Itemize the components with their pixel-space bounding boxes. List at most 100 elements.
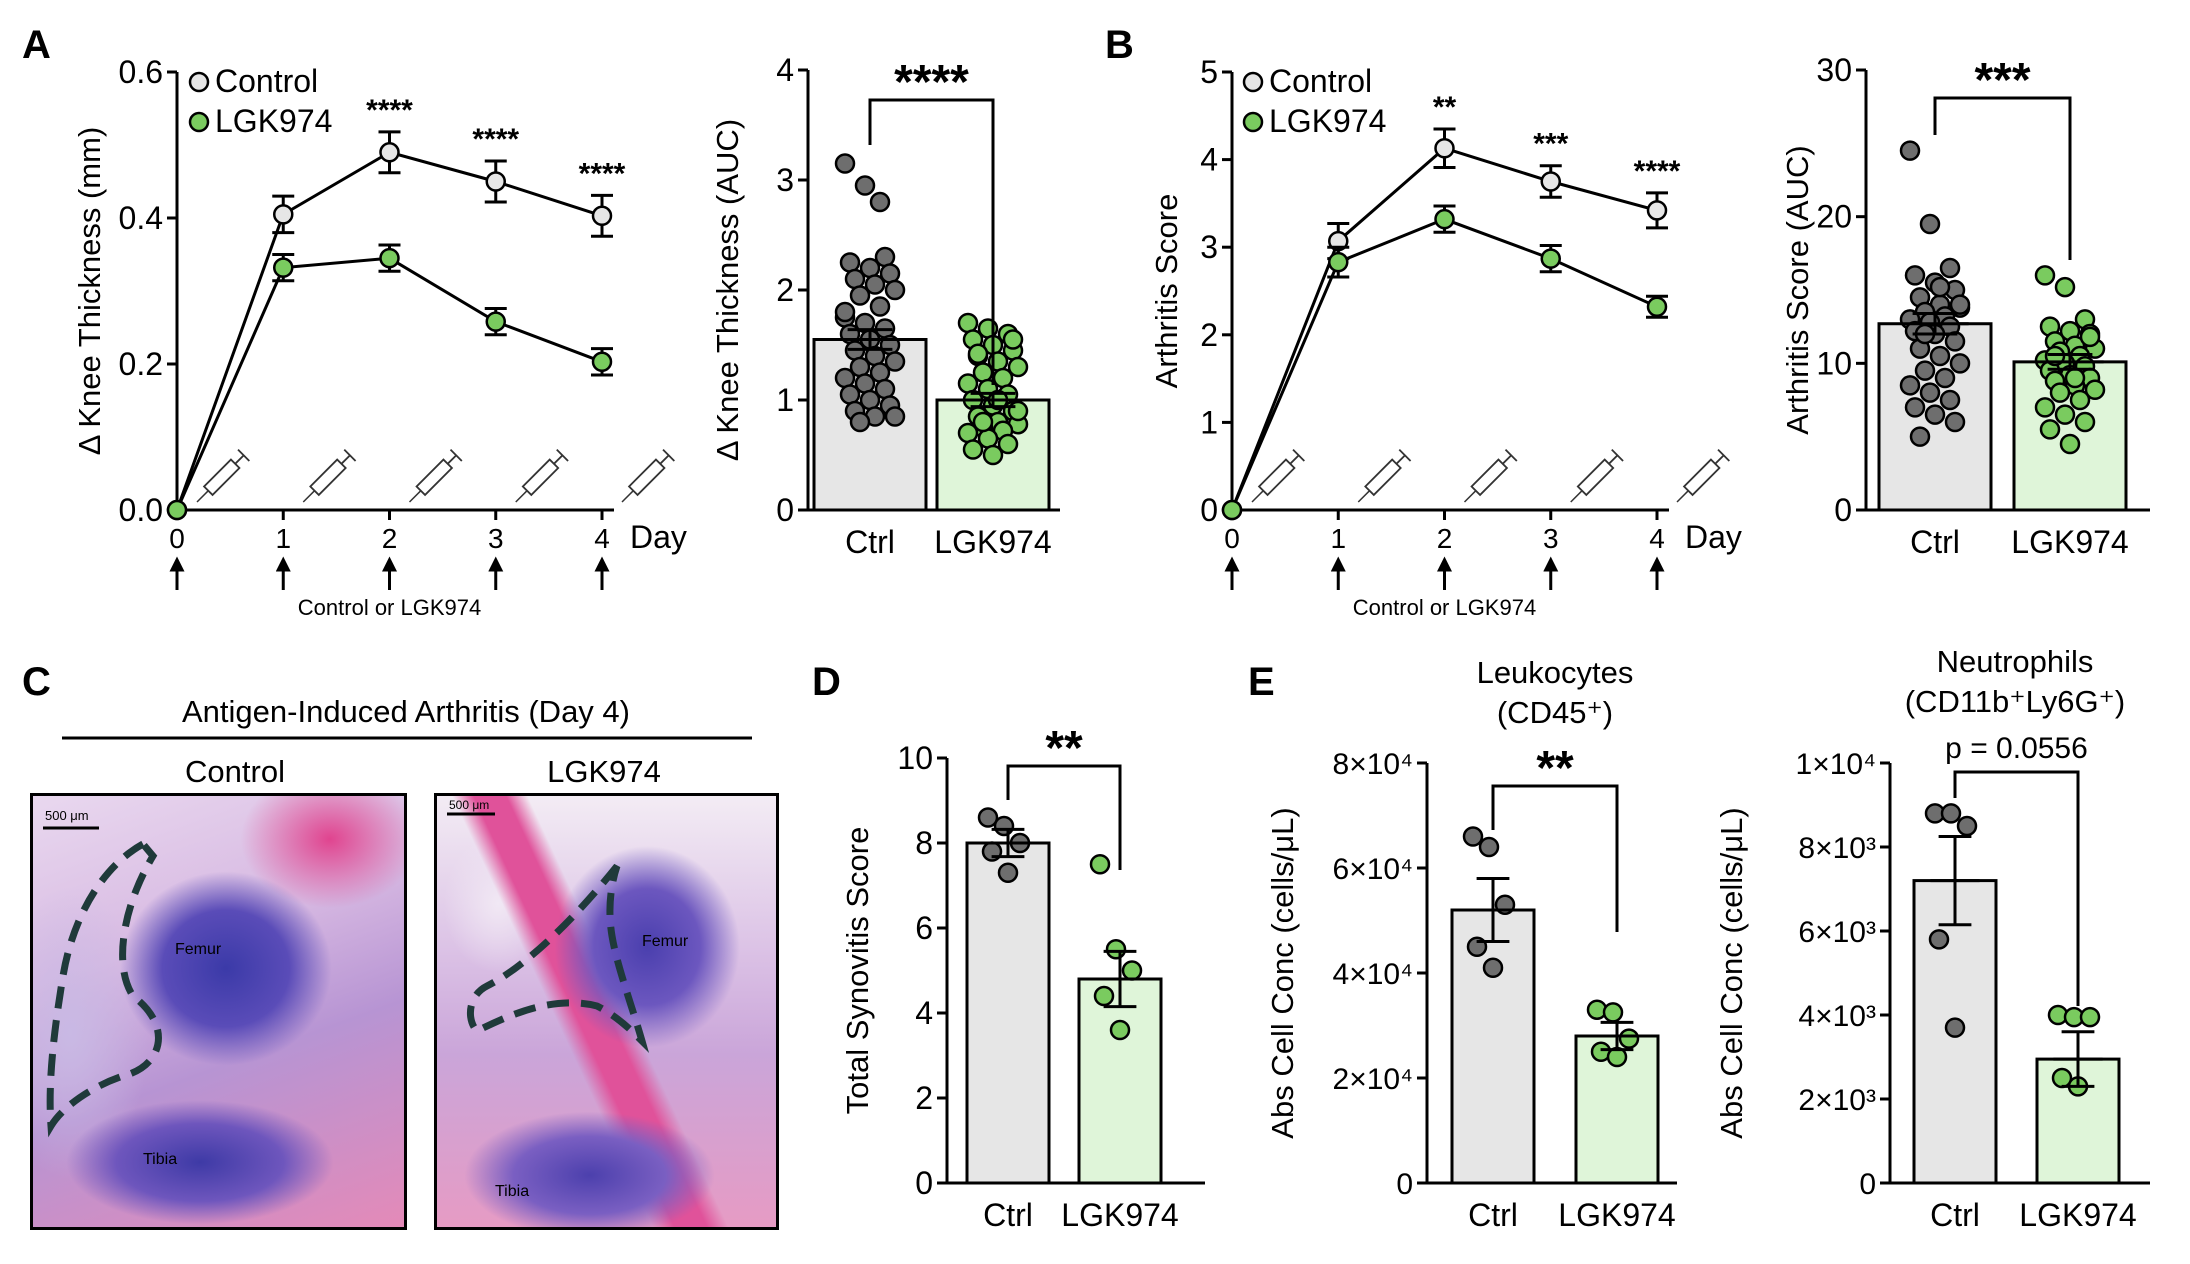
category-label: LGK974 [2011, 524, 2128, 560]
data-point [1899, 140, 1921, 161]
chart-a-line: 0.0 0.2 0.4 0.6 Δ Knee Thickness (mm) 0 1 2 3 4 Da… [72, 54, 687, 620]
significance-label: **** [579, 157, 626, 190]
data-point [1924, 404, 1946, 425]
syringe-handle [1398, 449, 1412, 462]
syringe-plunger [447, 454, 457, 465]
histology-title: Antigen-Induced Arthritis (Day 4) [182, 694, 630, 729]
data-point [884, 279, 906, 301]
chart-b-line: 0 1 2 3 4 5 Arthritis Score 0 1 2 3 4 Day Control or … [1149, 54, 1742, 620]
y-axis-label: Abs Cell Conc (cells/μL) [1265, 807, 1300, 1138]
syringe-plunger [1714, 454, 1725, 465]
data-point [1540, 248, 1561, 269]
syringe-handle [556, 449, 569, 462]
x-tick-label: 0 [169, 523, 185, 554]
y-tick-label: 0.4 [119, 200, 163, 236]
data-point [2049, 382, 2071, 403]
y-tick-label: 0.6 [119, 54, 163, 90]
y-axis-label: Arthritis Score [1149, 194, 1184, 389]
x-axis-label: Day [1685, 519, 1742, 555]
data-point [884, 406, 906, 427]
data-point [957, 312, 979, 334]
y-tick-label: 8 [915, 825, 933, 861]
y-tick-label: 10 [897, 740, 933, 776]
bar-ctrl [1450, 908, 1536, 1185]
syringe-needle [621, 490, 634, 503]
data-point [849, 285, 871, 306]
histology-lgk974-overlay: 500 μm Femur Tibia [447, 798, 689, 1200]
data-point [1434, 137, 1455, 159]
y-tick-label: 8×10⁴ [1333, 748, 1413, 781]
syringe-handle [237, 449, 250, 462]
data-point [1944, 331, 1966, 352]
x-tick-label: 4 [1649, 523, 1665, 554]
y-tick-label: 1×10⁴ [1796, 748, 1876, 781]
syringe-icon [196, 449, 250, 503]
data-point [2034, 397, 2056, 418]
data-point [1109, 1019, 1131, 1041]
data-point [1904, 397, 1926, 418]
syringe-icon [621, 449, 675, 503]
category-label: LGK974 [1061, 1197, 1178, 1233]
significance-bracket [868, 98, 995, 385]
bar-ctrl [965, 841, 1051, 1185]
data-point [273, 204, 294, 225]
histology-lgk974-image: 500 μm Femur Tibia [434, 793, 779, 1230]
data-point [1909, 426, 1931, 447]
chart-b-bar: 0 10 20 30 Arthritis Score (AUC) Ctrl LGK974 **… [1780, 52, 2150, 560]
data-point [2054, 276, 2076, 298]
data-point [869, 191, 891, 213]
data-point [1934, 367, 1956, 389]
y-axis-label: Arthritis Score (AUC) [1780, 145, 1815, 434]
y-tick-label: 1 [776, 382, 794, 418]
y-tick-label: 4 [915, 995, 933, 1031]
panel-label-d: D [812, 660, 841, 704]
data-point [2079, 326, 2101, 348]
data-point [485, 171, 506, 192]
data-point [957, 373, 979, 394]
data-point [839, 252, 861, 273]
syringe-icon [1357, 449, 1412, 503]
data-point [1919, 213, 1941, 235]
category-label: Ctrl [983, 1197, 1033, 1233]
data-point [1929, 345, 1951, 367]
data-point [1478, 836, 1500, 858]
syringe-icon [515, 449, 569, 503]
data-point [1328, 251, 1349, 273]
legend-label: LGK974 [215, 103, 332, 139]
data-point [1949, 294, 1971, 315]
significance-label: *** [1974, 54, 2030, 107]
syringe-handle [662, 449, 675, 462]
syringe-needle [196, 490, 209, 503]
histology-lgk974-label: LGK974 [547, 754, 661, 789]
syringe-plunger [553, 454, 564, 465]
category-label: Ctrl [1930, 1197, 1980, 1233]
data-point [1482, 957, 1504, 978]
y-tick-label: 0.0 [119, 492, 163, 528]
syringe-barrel [202, 458, 241, 497]
y-tick-label: 0 [1859, 1168, 1876, 1201]
syringe-handle [449, 449, 463, 462]
legend-marker [1242, 111, 1264, 133]
category-label: LGK974 [934, 524, 1051, 560]
treatment-label: Control or LGK974 [1353, 595, 1536, 620]
syringe-barrel [521, 458, 560, 497]
category-label: Ctrl [1910, 524, 1960, 560]
data-point [1944, 411, 1966, 433]
y-axis-label: Δ Knee Thickness (mm) [72, 127, 107, 456]
x-tick-label: 4 [594, 523, 610, 554]
syringe-barrel [1576, 458, 1615, 497]
data-point [864, 274, 886, 295]
syringe-barrel [309, 458, 347, 497]
significance-bracket [1006, 764, 1122, 870]
chart-e-leukocytes: 0 2×10⁴ 4×10⁴ 6×10⁴ 8×10⁴ Abs Cell Conc (cell… [1265, 655, 1677, 1233]
y-tick-label: 0.2 [119, 346, 163, 382]
y-axis-label: Abs Cell Conc (cells/μL) [1714, 807, 1749, 1138]
x-tick-label: 1 [1330, 523, 1346, 554]
syringe-icon [408, 449, 463, 503]
syringe-handle [1504, 449, 1518, 462]
data-point [834, 153, 856, 174]
syringe-plunger [340, 454, 351, 465]
syringe-needle [1570, 490, 1583, 503]
data-point [854, 175, 876, 196]
data-point [1919, 382, 1941, 403]
